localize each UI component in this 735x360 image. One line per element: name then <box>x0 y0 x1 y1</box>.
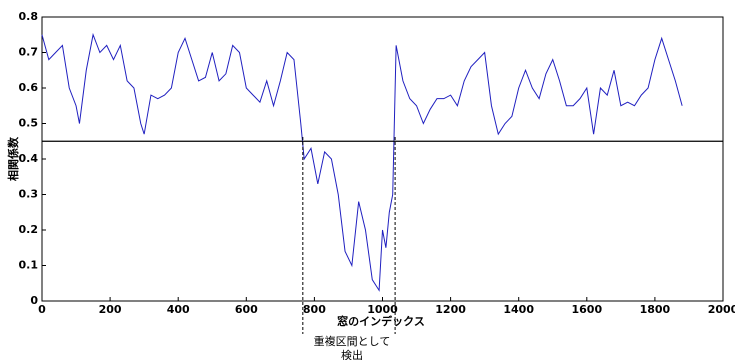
x-tick-label: 600 <box>235 303 258 316</box>
x-tick-label: 2000 <box>708 303 735 316</box>
y-tick-label: 0 <box>30 294 38 307</box>
x-axis-label: 窓のインデックス <box>337 314 425 328</box>
plot-area <box>41 16 724 302</box>
y-tick-label: 0.6 <box>19 81 39 94</box>
y-tick-label: 0.5 <box>19 117 39 130</box>
y-tick-label: 0.8 <box>19 10 39 23</box>
x-tick-label: 1000 <box>367 303 398 316</box>
x-tick-label: 400 <box>167 303 190 316</box>
x-tick-label: 1800 <box>640 303 671 316</box>
y-tick-label: 0.4 <box>19 152 39 165</box>
x-tick-label: 800 <box>303 303 326 316</box>
annotation: 重複区間として <box>314 334 391 348</box>
x-tick-label: 200 <box>99 303 122 316</box>
x-tick-label: 0 <box>38 303 46 316</box>
y-tick-label: 0.3 <box>19 188 39 201</box>
x-tick-label: 1600 <box>571 303 602 316</box>
x-tick-label: 1200 <box>435 303 466 316</box>
annotation: 検出 <box>341 348 363 360</box>
data-line <box>41 32 683 292</box>
y-tick-label: 0.2 <box>19 223 39 236</box>
y-tick-label: 0.1 <box>19 259 39 272</box>
y-axis-label: 相関係数 <box>6 136 20 181</box>
x-tick-label: 1400 <box>503 303 534 316</box>
y-tick-label: 0.7 <box>19 46 39 59</box>
